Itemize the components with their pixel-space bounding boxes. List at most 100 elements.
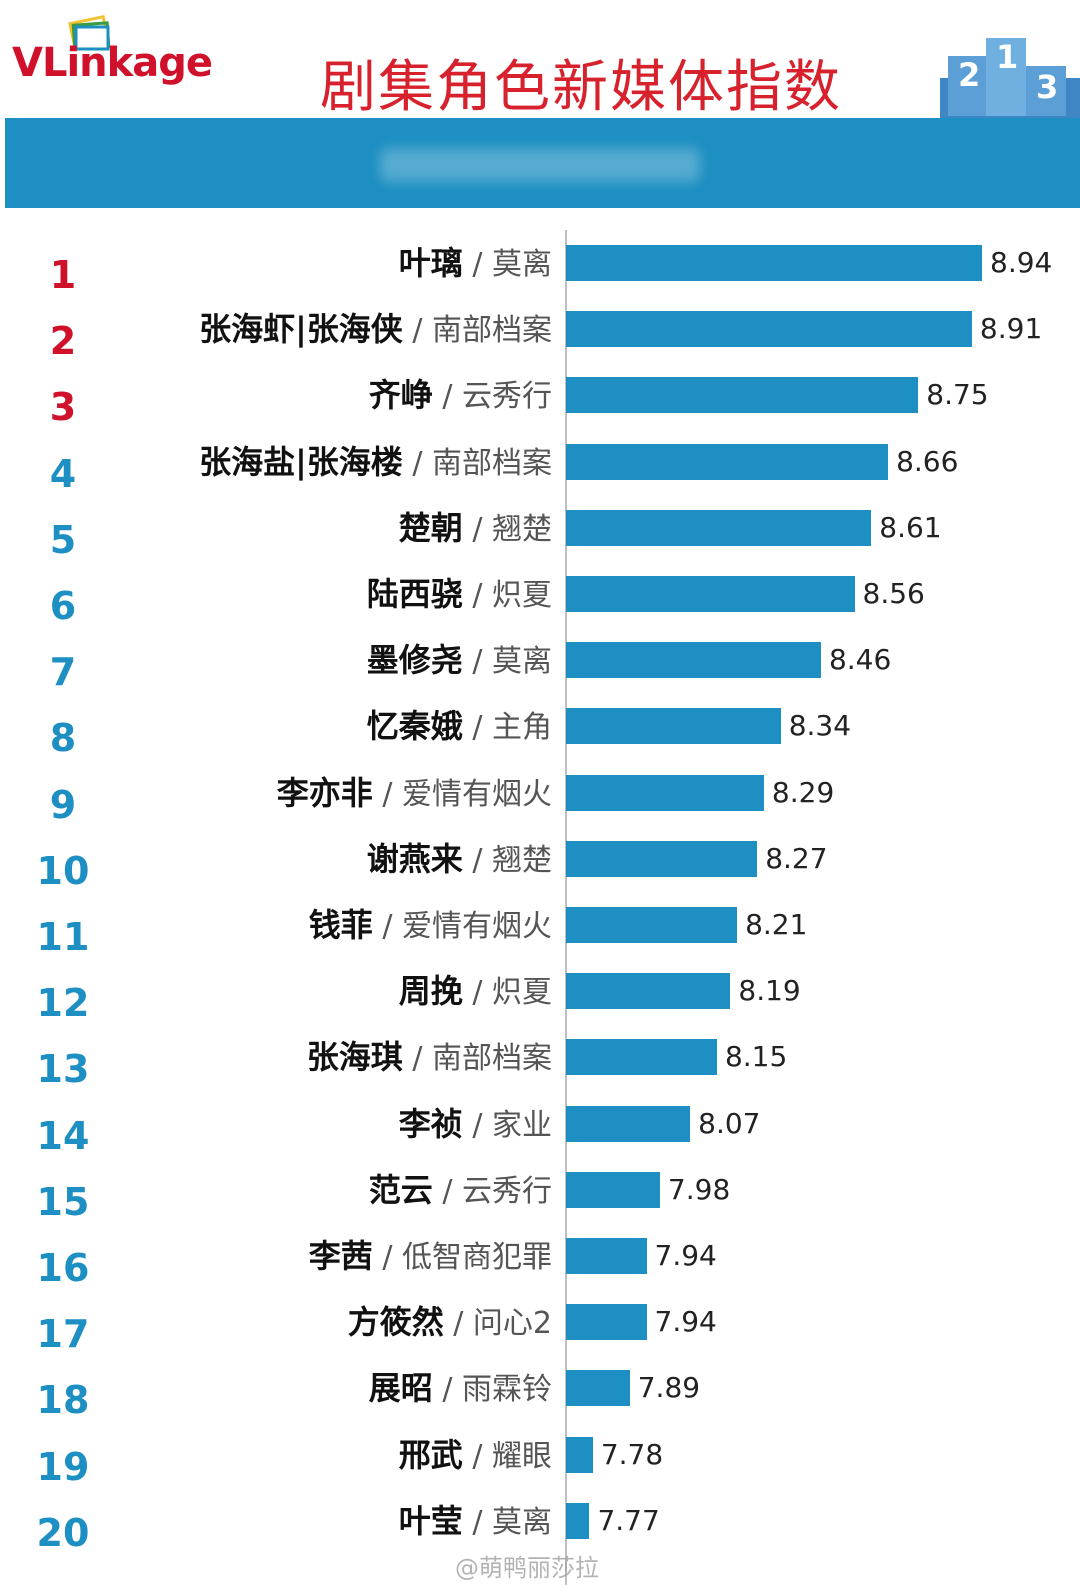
bar: [566, 708, 781, 745]
show-name: 问心2: [472, 1306, 552, 1342]
rank-number: 20: [36, 1510, 90, 1555]
data-label: 8.07: [698, 1106, 761, 1140]
data-label: 8.15: [724, 1040, 788, 1074]
bar: [566, 509, 872, 546]
bar: [566, 311, 972, 348]
rank-number: 4: [49, 451, 77, 496]
show-name: 南部档案: [432, 313, 552, 349]
separator: /: [462, 1438, 492, 1474]
rank-number: 17: [36, 1312, 90, 1357]
show-name: 翘楚: [492, 511, 552, 547]
header-band: [5, 118, 1080, 208]
bar: [566, 1370, 630, 1407]
svg-text:2: 2: [958, 56, 980, 94]
separator: /: [462, 578, 492, 613]
rank-number: 6: [49, 584, 77, 628]
svg-text:1: 1: [996, 38, 1018, 76]
character-name: 李茜: [308, 1237, 373, 1275]
bar-label: 张海虾|张海侠 / 南部档案: [199, 309, 552, 355]
bar: [566, 1105, 691, 1142]
bar: [566, 973, 731, 1010]
separator: /: [372, 1240, 402, 1275]
bar-label: 李茜 / 低智商犯罪: [309, 1236, 552, 1282]
bar: [566, 576, 855, 612]
character-name: 齐峥: [368, 376, 433, 415]
separator: /: [402, 445, 432, 481]
bar-label: 张海盐|张海楼 / 南部档案: [199, 442, 552, 488]
show-name: 南部档案: [432, 1041, 552, 1077]
bar-label: 齐峥 / 云秀行: [369, 375, 552, 421]
bar: [566, 1502, 590, 1539]
character-name: 方筱然: [347, 1303, 444, 1342]
rank-number: 5: [49, 517, 77, 562]
bar-label: 李祯 / 家业: [399, 1104, 552, 1150]
separator: /: [372, 776, 402, 812]
character-name: 谢燕来: [366, 839, 463, 878]
bar-label: 叶莹 / 莫离: [399, 1501, 552, 1547]
rank-number: 13: [36, 1047, 90, 1092]
bar-label: 张海琪 / 南部档案: [307, 1037, 552, 1083]
character-name: 范云: [368, 1170, 433, 1209]
rank-number: 15: [36, 1179, 90, 1224]
rank-number: 10: [36, 848, 90, 893]
show-name: 爱情有烟火: [402, 776, 552, 812]
bar-label: 邢武 / 耀眼: [399, 1435, 552, 1481]
data-label: 8.29: [771, 775, 835, 809]
separator: /: [462, 247, 492, 282]
separator: /: [402, 313, 432, 349]
separator: /: [432, 379, 462, 415]
character-name: 邢武: [398, 1435, 463, 1474]
data-label: 8.27: [765, 841, 828, 875]
show-name: 低智商犯罪: [402, 1240, 552, 1275]
character-name: 钱菲: [308, 906, 373, 944]
separator: /: [462, 842, 492, 878]
show-name: 莫离: [492, 644, 552, 680]
bar-label: 叶璃 / 莫离: [399, 243, 552, 289]
bar-label: 楚朝 / 翘楚: [399, 508, 552, 554]
rank-number: 7: [49, 650, 77, 695]
character-name: 墨修尧: [366, 641, 463, 680]
show-name: 家业: [492, 1107, 552, 1143]
separator: /: [432, 1173, 462, 1209]
bar: [566, 840, 758, 877]
character-name: 叶璃: [398, 244, 463, 282]
data-label: 7.89: [637, 1371, 701, 1405]
data-label: 7.94: [654, 1239, 717, 1272]
data-label: 8.91: [979, 312, 1043, 346]
rank-number: 2: [49, 319, 77, 364]
blurred-subtitle: [380, 148, 700, 182]
podium-icon: 2 1 3: [940, 38, 1080, 118]
rank-number: 16: [36, 1246, 90, 1290]
bar: [566, 1436, 593, 1473]
separator: /: [462, 1504, 492, 1540]
bar-label: 陆西骁 / 炽夏: [367, 574, 552, 620]
bar-label: 周挽 / 炽夏: [399, 971, 552, 1017]
rank-number: 3: [49, 385, 77, 430]
logo-stack-icon: [68, 14, 111, 51]
bar-label: 忆秦娥 / 主角: [367, 706, 552, 752]
show-name: 炽夏: [492, 578, 552, 613]
data-label: 8.66: [896, 444, 959, 478]
bar: [566, 907, 738, 943]
character-name: 楚朝: [398, 508, 463, 547]
bar-label: 范云 / 云秀行: [369, 1170, 552, 1216]
bar-label: 方筱然 / 问心2: [348, 1302, 552, 1348]
bar: [566, 377, 919, 414]
bar-label: 墨修尧 / 莫离: [367, 640, 552, 686]
data-label: 7.98: [667, 1172, 731, 1206]
data-label: 8.21: [745, 908, 808, 941]
data-label: 8.94: [990, 246, 1053, 279]
character-name: 张海琪: [306, 1038, 403, 1077]
bar-label: 钱菲 / 爱情有烟火: [309, 905, 552, 951]
character-name: 展昭: [368, 1369, 433, 1408]
data-label: 7.94: [654, 1305, 717, 1339]
data-label: 7.77: [597, 1503, 660, 1537]
rank-number: 8: [49, 716, 77, 761]
show-name: 南部档案: [432, 445, 552, 481]
rank-number: 18: [36, 1378, 90, 1423]
logo-text-main: VLink: [12, 40, 133, 86]
character-name: 周挽: [398, 972, 463, 1011]
data-label: 8.56: [862, 577, 925, 610]
bar: [566, 774, 764, 811]
